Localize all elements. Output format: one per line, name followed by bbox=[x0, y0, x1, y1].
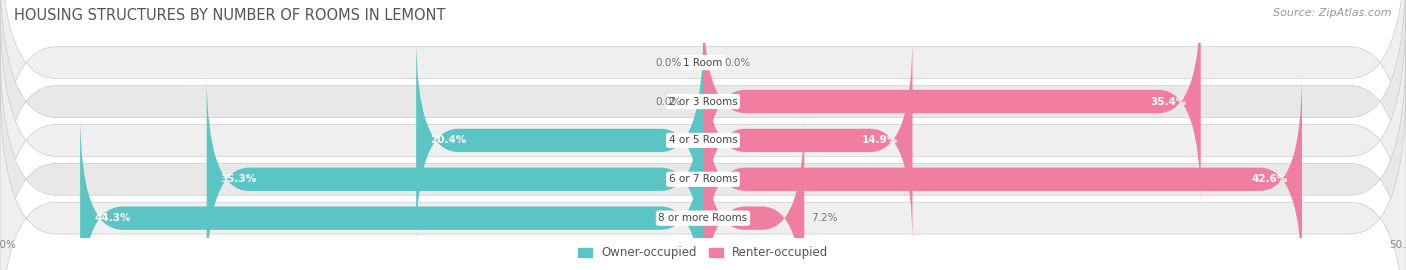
FancyBboxPatch shape bbox=[0, 40, 1406, 270]
FancyBboxPatch shape bbox=[416, 35, 703, 245]
Text: Source: ZipAtlas.com: Source: ZipAtlas.com bbox=[1274, 8, 1392, 18]
FancyBboxPatch shape bbox=[703, 0, 1201, 207]
Text: 2 or 3 Rooms: 2 or 3 Rooms bbox=[669, 96, 737, 107]
FancyBboxPatch shape bbox=[0, 79, 1406, 270]
Text: 0.0%: 0.0% bbox=[655, 96, 682, 107]
FancyBboxPatch shape bbox=[0, 0, 1406, 202]
Text: 35.4%: 35.4% bbox=[1150, 96, 1187, 107]
Text: 0.0%: 0.0% bbox=[724, 58, 751, 68]
Text: 20.4%: 20.4% bbox=[430, 135, 467, 146]
FancyBboxPatch shape bbox=[703, 113, 804, 270]
FancyBboxPatch shape bbox=[80, 113, 703, 270]
Text: 0.0%: 0.0% bbox=[655, 58, 682, 68]
Text: 1 Room: 1 Room bbox=[683, 58, 723, 68]
Text: HOUSING STRUCTURES BY NUMBER OF ROOMS IN LEMONT: HOUSING STRUCTURES BY NUMBER OF ROOMS IN… bbox=[14, 8, 446, 23]
FancyBboxPatch shape bbox=[703, 35, 912, 245]
Text: 42.6%: 42.6% bbox=[1251, 174, 1288, 184]
Text: 8 or more Rooms: 8 or more Rooms bbox=[658, 213, 748, 223]
FancyBboxPatch shape bbox=[0, 0, 1406, 241]
Text: 44.3%: 44.3% bbox=[94, 213, 131, 223]
Text: 4 or 5 Rooms: 4 or 5 Rooms bbox=[669, 135, 737, 146]
FancyBboxPatch shape bbox=[703, 74, 1302, 270]
Text: 35.3%: 35.3% bbox=[221, 174, 257, 184]
Text: 7.2%: 7.2% bbox=[811, 213, 838, 223]
Text: 6 or 7 Rooms: 6 or 7 Rooms bbox=[669, 174, 737, 184]
FancyBboxPatch shape bbox=[207, 74, 703, 270]
Legend: Owner-occupied, Renter-occupied: Owner-occupied, Renter-occupied bbox=[572, 242, 834, 264]
Text: 14.9%: 14.9% bbox=[862, 135, 898, 146]
